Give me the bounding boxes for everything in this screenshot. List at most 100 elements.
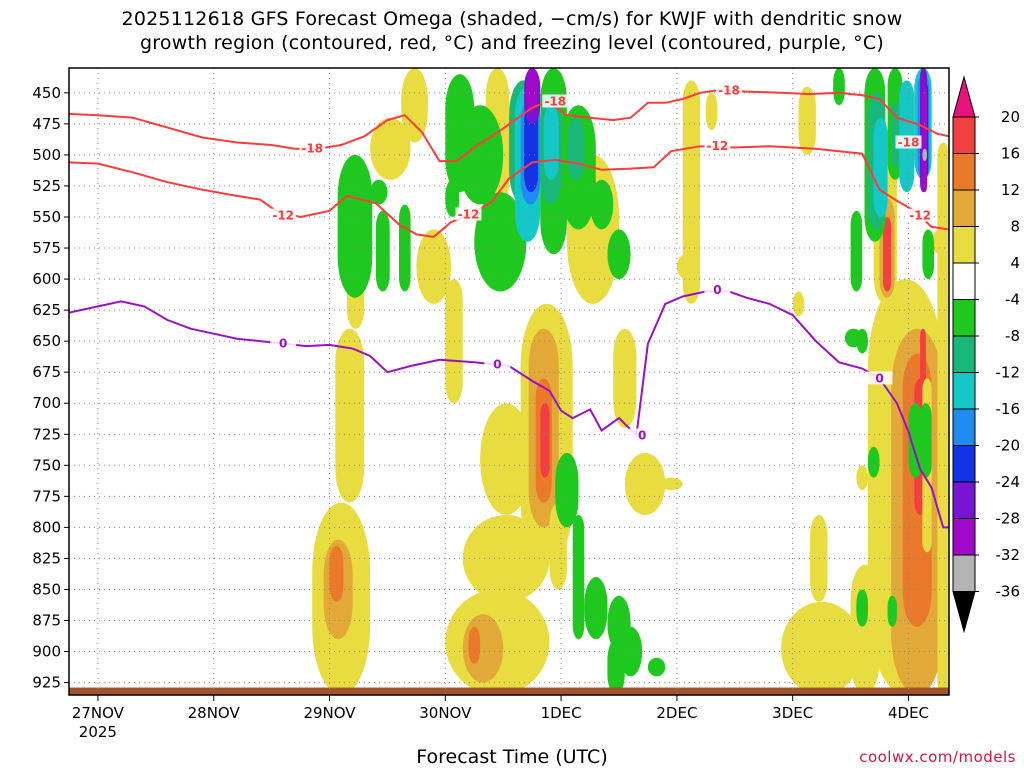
contour-line: [69, 290, 949, 529]
omega-shade-cell: [474, 192, 527, 292]
y-tick-label: 800: [32, 518, 61, 536]
colorbar-label: 12: [1001, 181, 1020, 199]
omega-shade-cell: [480, 403, 533, 515]
colorbar-label: 16: [1001, 145, 1020, 163]
omega-shade-cell: [873, 117, 888, 217]
contour-label-bg: [704, 139, 731, 153]
plot-grid: [69, 68, 949, 695]
x-tick-label: 1DEC: [541, 704, 582, 722]
omega-shade-cell: [468, 626, 481, 664]
omega-shade-cell: [833, 68, 845, 106]
y-tick-label: 475: [32, 115, 61, 133]
contour-label-bg: [484, 357, 511, 371]
omega-shade-cell: [891, 68, 900, 106]
y-tick-label: 450: [32, 84, 61, 102]
y-tick-label: 875: [32, 612, 61, 630]
colorbar-swatch: [952, 554, 976, 592]
x-tick-label: 29NOV: [303, 704, 356, 722]
colorbar-swatch: [952, 299, 976, 337]
x-tick-label: 27NOV: [72, 704, 125, 722]
x-tick-label: 3DEC: [772, 704, 813, 722]
colorbar-swatch: [952, 408, 976, 446]
contour-label: -18: [718, 83, 740, 97]
omega-shade-cell: [883, 217, 892, 292]
omega-shade-cell: [647, 657, 666, 677]
y-tick-label: 850: [32, 581, 61, 599]
omega-shade-cell: [867, 446, 880, 478]
contour-label-bg: [629, 428, 656, 442]
omega-shading: [69, 68, 949, 695]
y-tick-label: 725: [32, 425, 61, 443]
omega-shade-cell: [526, 68, 538, 112]
isotherm-contours: -18 -18 -18 -18 -12 -12 -12 -12 0 0 0 0 0: [69, 83, 949, 529]
contour-label: 0: [875, 371, 883, 385]
contour-label-bg: [455, 207, 482, 221]
contour-label-bg: [270, 208, 297, 222]
contour-label: 0: [279, 337, 287, 351]
omega-shade-cell: [920, 403, 932, 478]
colorbar: 20 16 12 8 4 -4 -8 -12 -16 -20 -24 -28 -32 -36: [952, 75, 1021, 634]
contour-label: -18: [898, 136, 920, 150]
contour-label: -12: [707, 139, 729, 153]
omega-shade-cell: [329, 546, 344, 602]
colorbar-top-arrow: [952, 75, 976, 118]
omega-shade-cell: [337, 154, 373, 298]
contour-label: -18: [544, 95, 566, 109]
x-tick-label: 2DEC: [656, 704, 697, 722]
omega-shade-cell: [937, 142, 949, 695]
omega-shade-cell: [810, 515, 828, 602]
credit-link[interactable]: coolwx.com/models: [859, 748, 1016, 766]
omega-shade-cell: [555, 452, 579, 528]
colorbar-label: -8: [1005, 327, 1020, 345]
colorbar-label: 4: [1010, 254, 1020, 272]
omega-shade-cell: [524, 105, 538, 193]
omega-shade-cell: [370, 179, 388, 205]
omega-shade-cell: [908, 403, 923, 478]
omega-shade-cell: [798, 86, 816, 155]
contour-label-bg: [542, 94, 569, 108]
x-tick-label: 28NOV: [188, 704, 241, 722]
x-axis-title: Forecast Time (UTC): [416, 746, 608, 768]
contour-label-bg: [299, 141, 326, 155]
colorbar-label: -28: [996, 510, 1021, 528]
omega-shade-cell: [566, 117, 585, 180]
colorbar-label: -32: [996, 546, 1021, 564]
colorbar-swatch: [952, 262, 976, 300]
colorbar-bottom-arrow: [952, 591, 976, 634]
colorbar-swatch: [952, 372, 976, 410]
colorbar-swatch: [952, 335, 976, 373]
chart-title-line-1: 2025112618 GFS Forecast Omega (shaded, −…: [121, 8, 903, 30]
y-tick-label: 750: [32, 456, 61, 474]
omega-shade-cell: [335, 328, 365, 503]
omega-shade-cell: [624, 452, 666, 515]
omega-shade-cell: [416, 229, 452, 304]
y-axis: 450 475 500 525 550 575 600 625 650 675 700 725 750 7…: [32, 84, 69, 692]
contour-label: -12: [909, 209, 931, 223]
contour-label: 0: [493, 358, 501, 372]
omega-shade-cell: [781, 601, 863, 695]
y-tick-label: 650: [32, 332, 61, 350]
colorbar-label: -20: [996, 437, 1021, 455]
omega-shade-cell: [375, 210, 390, 292]
contour-label-bg: [907, 208, 934, 222]
omega-shade-cell: [682, 80, 701, 304]
omega-shade-cell: [856, 589, 868, 627]
omega-shade-cell: [584, 577, 608, 640]
x-tick-label: 30NOV: [419, 704, 472, 722]
contour-label: -12: [458, 208, 480, 222]
x-tick-label: 4DEC: [888, 704, 929, 722]
colorbar-label: -36: [996, 583, 1021, 601]
omega-shade-cell: [792, 291, 805, 317]
contour-label-bg: [866, 371, 893, 385]
y-tick-label: 775: [32, 487, 61, 505]
y-tick-label: 575: [32, 239, 61, 257]
colorbar-swatch: [952, 116, 976, 154]
omega-shade-cell: [856, 465, 868, 491]
terrain-band: [69, 687, 949, 695]
colorbar-label: -12: [996, 364, 1021, 382]
colorbar-swatch: [952, 518, 976, 556]
colorbar-swatch: [952, 226, 976, 264]
omega-shade-cell: [659, 477, 683, 491]
chart-title-line-2: growth region (contoured, red, °C) and f…: [140, 32, 884, 54]
